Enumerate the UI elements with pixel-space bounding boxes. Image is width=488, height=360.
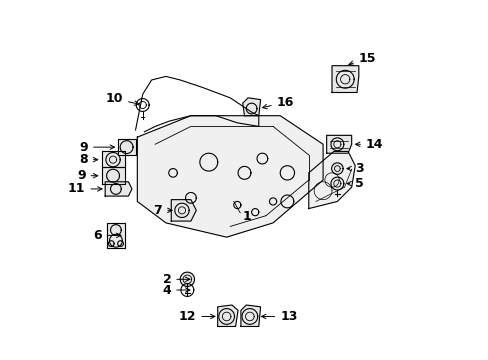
Text: 2: 2 — [162, 273, 189, 286]
Text: 10: 10 — [105, 92, 139, 105]
Text: 12: 12 — [179, 310, 215, 323]
Polygon shape — [180, 272, 194, 287]
Text: 15: 15 — [348, 52, 376, 65]
Polygon shape — [102, 152, 124, 167]
Polygon shape — [241, 305, 260, 327]
Polygon shape — [330, 177, 343, 190]
Polygon shape — [331, 66, 358, 93]
Polygon shape — [331, 163, 343, 174]
Text: 9: 9 — [79, 141, 114, 154]
Text: 5: 5 — [346, 177, 363, 190]
Text: 6: 6 — [93, 229, 121, 242]
Polygon shape — [217, 305, 238, 327]
Text: 16: 16 — [262, 96, 293, 109]
Polygon shape — [326, 135, 351, 153]
Text: 1: 1 — [242, 210, 251, 223]
Text: 4: 4 — [162, 284, 189, 297]
Polygon shape — [118, 139, 135, 155]
Text: 3: 3 — [346, 162, 363, 175]
Polygon shape — [137, 116, 323, 237]
Polygon shape — [242, 98, 260, 116]
Text: 8: 8 — [79, 153, 98, 166]
Text: 13: 13 — [261, 310, 297, 323]
Text: 11: 11 — [68, 183, 102, 195]
Text: 9: 9 — [77, 169, 98, 182]
Text: 7: 7 — [153, 204, 172, 217]
Polygon shape — [102, 167, 124, 184]
Polygon shape — [308, 152, 354, 208]
Polygon shape — [107, 223, 124, 248]
Text: 14: 14 — [355, 138, 383, 151]
Polygon shape — [171, 200, 196, 221]
Polygon shape — [105, 182, 132, 196]
